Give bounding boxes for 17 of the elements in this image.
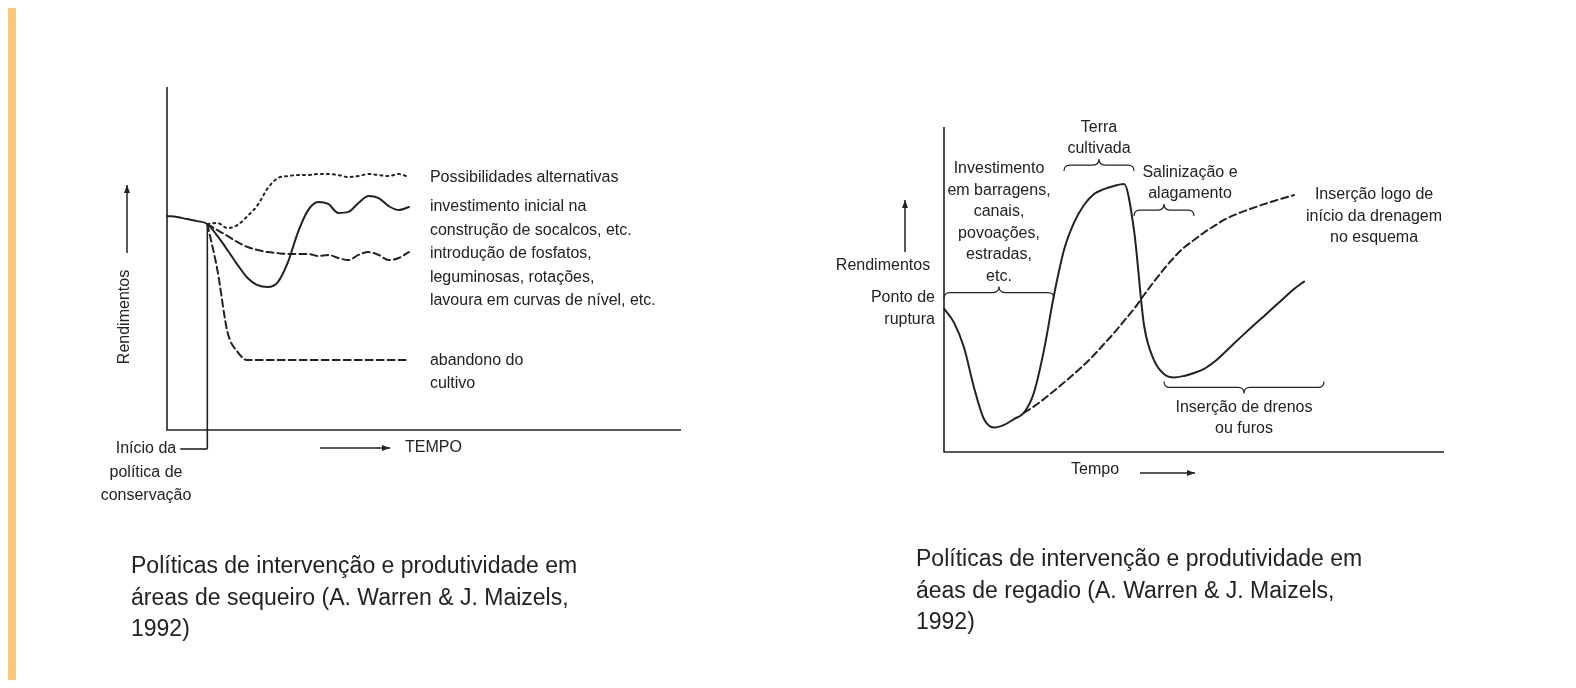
annotation: Salinização e alagamento	[1142, 162, 1238, 202]
x-axis-title: Tempo	[1071, 460, 1120, 478]
text: Ponto de ruptura	[870, 288, 936, 327]
annotation: Investimento em barragens, canais, povoações, estradas, etc.	[947, 159, 1051, 284]
series-label: Inserção logo de início da drenagem no esquema	[1306, 185, 1443, 246]
text: Início da política de conservação	[100, 439, 192, 504]
annotation: Inserção de drenos ou furos	[1175, 397, 1313, 437]
text: Terra cultivada	[1067, 117, 1131, 157]
series-label: introdução de fosfatos, leguminosas, rotações, lavoura em curvas de nível, etc.	[429, 244, 656, 309]
text: Políticas de intervenção e produtividade em áreas de sequeiro (A. Warren & J. Maizels, 1992)	[131, 552, 578, 642]
series-label: Possibilidades alternativas	[429, 167, 619, 185]
text: Políticas de intervenção e produtividade em áeas de regadio (A. Warren & J. Maizels, 1992)	[916, 545, 1363, 635]
y-axis-title: Rendimentos	[115, 269, 133, 365]
series-label: investimento inicial na construção de socalcos, etc.	[429, 197, 632, 238]
x-axis-title: TEMPO	[405, 438, 462, 456]
series-label: abandono do cultivo	[429, 350, 524, 392]
y-axis-title: Rendimentos	[835, 256, 931, 274]
